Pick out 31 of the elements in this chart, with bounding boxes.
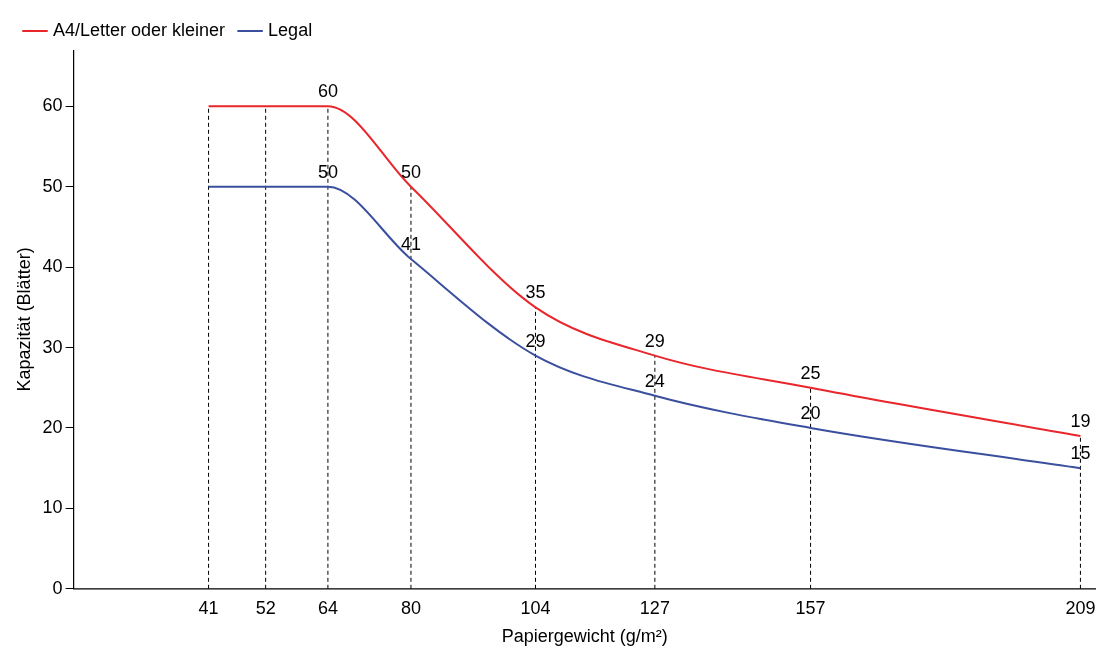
data-label: 50 [317, 161, 338, 182]
legend-label: Legal [268, 19, 313, 40]
x-tick-label: 80 [400, 597, 421, 618]
y-tick-label: 0 [52, 577, 63, 598]
y-tick-label: 30 [42, 336, 63, 357]
y-tick-label: 60 [42, 95, 63, 116]
data-label: 20 [800, 402, 821, 423]
data-label: 60 [317, 81, 338, 102]
y-tick-label: 50 [42, 175, 63, 196]
y-tick-label: 40 [42, 256, 63, 277]
data-label: 15 [1070, 443, 1091, 464]
x-tick-label: 41 [198, 597, 219, 618]
x-tick-label: 64 [317, 597, 338, 618]
legend-label: A4/Letter oder kleiner [53, 19, 226, 40]
data-label: 25 [800, 362, 821, 383]
x-tick-label: 157 [795, 597, 826, 618]
data-label: 50 [400, 161, 421, 182]
x-tick-label: 52 [255, 597, 276, 618]
data-label: 24 [644, 370, 665, 391]
y-axis-title: Kapazität (Blätter) [13, 247, 34, 392]
y-tick-label: 10 [42, 497, 63, 518]
data-label: 29 [525, 330, 546, 351]
data-label: 41 [400, 234, 421, 255]
x-tick-label: 127 [639, 597, 670, 618]
x-axis-title: Papiergewicht (g/m²) [501, 626, 668, 647]
x-tick-label: 104 [520, 597, 551, 618]
y-tick-label: 20 [42, 416, 63, 437]
data-label: 19 [1070, 410, 1091, 431]
data-label: 35 [525, 282, 546, 303]
data-label: 29 [644, 330, 665, 351]
x-tick-label: 209 [1065, 597, 1096, 618]
